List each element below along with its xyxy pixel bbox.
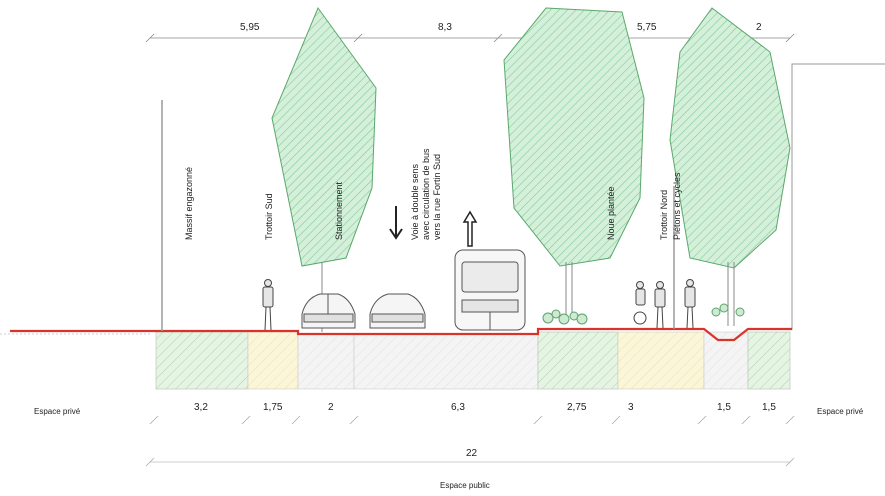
label-trottoir-sud: Trottoir Sud — [264, 193, 274, 240]
top-dim-3: 5,75 — [637, 22, 657, 33]
bus-northbound — [454, 249, 526, 331]
ground-bands — [155, 331, 791, 390]
top-dim-4: 2 — [756, 22, 762, 33]
tree-nord — [669, 7, 791, 326]
label-private-right: Espace privé — [817, 407, 864, 416]
label-public: Espace public — [440, 481, 490, 490]
band-massif — [155, 331, 249, 390]
ground-line — [10, 327, 792, 342]
arrow-down-icon — [389, 206, 403, 240]
band-stationnement — [297, 333, 355, 390]
label-voie-line1: Voie à double sens — [410, 163, 420, 240]
label-trottoir-nord: Trottoir Nord — [659, 190, 669, 240]
label-massif: Massif engazonné — [184, 167, 194, 240]
label-pietons: Piétons et cycles — [672, 172, 682, 240]
band-pietons — [703, 331, 749, 390]
bottom-dim-bordure: 1,5 — [762, 402, 776, 413]
tree-sud — [271, 6, 377, 332]
pedestrian-north — [654, 281, 666, 329]
bottom-dim-massif: 3,2 — [194, 402, 208, 413]
pedestrian-sud — [262, 279, 274, 331]
parked-car — [301, 293, 356, 329]
bottom-dim-voie: 6,3 — [451, 402, 465, 413]
noue-plants — [542, 303, 745, 325]
top-dim-2: 8,3 — [438, 22, 452, 33]
car-southbound — [369, 293, 426, 329]
bottom-dim-noue: 2,75 — [567, 402, 587, 413]
tree-noue — [503, 7, 645, 316]
bottom-dim-trottoir-sud: 1,75 — [263, 402, 283, 413]
label-private-left: Espace privé — [34, 407, 81, 416]
building-facade-right — [791, 63, 885, 330]
arrow-up-icon — [462, 210, 478, 247]
pedestrian-with-child — [684, 279, 696, 329]
band-trottoir-nord — [617, 331, 705, 390]
band-noue — [537, 331, 619, 390]
bottom-dimension-ticks — [145, 415, 795, 467]
bottom-dim-pietons: 1,5 — [717, 402, 731, 413]
band-bordure — [747, 331, 791, 390]
bottom-dim-stationnement: 2 — [328, 402, 334, 413]
bottom-dim-trottoir-nord: 3 — [628, 402, 634, 413]
band-trottoir-sud — [247, 331, 299, 390]
top-dim-1: 5,95 — [240, 22, 260, 33]
cyclist-north — [633, 281, 647, 325]
band-voie — [353, 333, 539, 390]
total-width: 22 — [466, 448, 478, 459]
label-noue: Noue plantée — [606, 186, 616, 240]
label-stationnement: Stationnement — [334, 181, 344, 240]
label-voie-line3: vers la rue Fortin Sud — [432, 154, 442, 240]
label-voie-line2: avec circulation de bus — [421, 148, 431, 240]
